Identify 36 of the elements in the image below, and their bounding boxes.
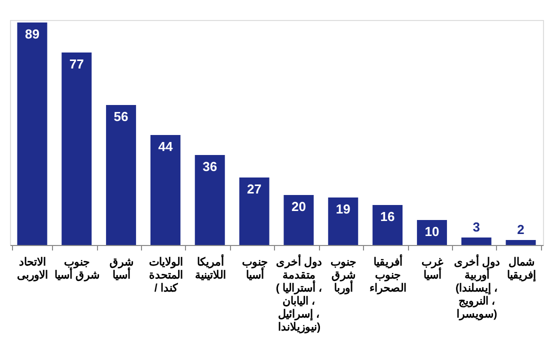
x-tick-label: أمريكا اللاتينية <box>194 254 226 282</box>
data-label: 27 <box>247 182 262 196</box>
x-tick-label: جنوب شرق أسيا <box>54 256 100 282</box>
data-label: 2 <box>517 222 524 237</box>
data-label: 20 <box>291 199 306 214</box>
bar <box>506 240 536 245</box>
x-tick-label: شمال إفريقيا <box>506 256 536 282</box>
x-tick-label: غرب أسيا <box>421 256 444 282</box>
bar <box>461 238 492 245</box>
bar <box>17 22 48 245</box>
bar <box>150 135 180 245</box>
data-label: 36 <box>202 159 218 174</box>
bar <box>194 155 225 245</box>
x-tick-label: الاتحاد الاوربى <box>17 256 48 282</box>
bar <box>62 52 92 245</box>
x-tick-label: شرق أسيا <box>110 256 134 282</box>
data-label: 89 <box>24 26 40 42</box>
x-tick-label: الولايات المتحدة / كندا <box>148 256 183 294</box>
x-tick-label: جنوب أسيا <box>242 256 268 282</box>
bar <box>372 205 403 245</box>
data-label: 3 <box>472 220 480 234</box>
data-label: 56 <box>114 109 128 124</box>
bar <box>416 220 447 245</box>
x-tick-label: دول أخرى أوربية (إيسلندا ، النرويج ، سويسرا) <box>454 254 500 320</box>
bar <box>106 105 136 245</box>
bar <box>328 198 358 245</box>
bar <box>284 195 314 245</box>
data-label: 16 <box>380 209 395 224</box>
x-tick-label: دول أخرى متقدمة ( أستراليا ، اليابان ، إسرائيل ، نيوزيلاندا) <box>276 254 323 334</box>
data-label: 77 <box>69 56 84 72</box>
data-label: 10 <box>424 224 440 239</box>
x-tick-label: أفريقيا جنوب الصحراء <box>370 254 407 294</box>
data-label: 44 <box>158 139 174 154</box>
data-label: 19 <box>336 202 350 216</box>
bar <box>239 178 270 245</box>
x-tick-label: جنوب شرق أوربا <box>330 256 357 294</box>
